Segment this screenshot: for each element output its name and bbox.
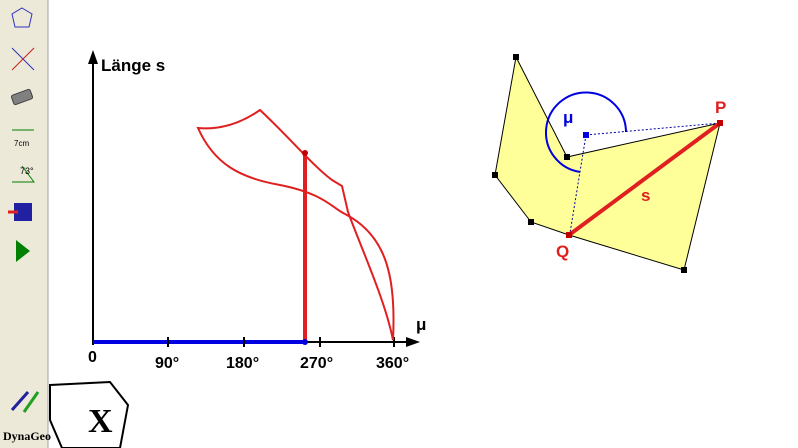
point-q[interactable] (566, 232, 572, 238)
svg-text:7cm: 7cm (14, 139, 29, 148)
y-arrow (88, 50, 98, 64)
tool-polygon[interactable] (11, 7, 33, 28)
logo-text: DynaGeo (3, 429, 51, 443)
y-axis-label: Länge s (101, 56, 165, 75)
point-label: Q (556, 242, 569, 261)
dashed-line (569, 134, 587, 234)
curve-point (302, 150, 308, 156)
tool-angle[interactable]: 73° (12, 165, 35, 183)
angle-label: μ (563, 108, 573, 127)
tool-play[interactable] (16, 240, 30, 262)
tick-label: 90° (155, 355, 179, 372)
toolbar (0, 0, 48, 448)
center-point[interactable] (583, 132, 589, 138)
tool-save[interactable] (8, 203, 32, 221)
vertex[interactable] (513, 54, 519, 60)
tick-label: 270° (300, 355, 333, 372)
tick-label: 360° (376, 355, 409, 372)
point-p[interactable] (717, 120, 723, 126)
x-axis-label: μ (416, 315, 426, 334)
tool-eraser[interactable] (10, 88, 34, 106)
vertex[interactable] (528, 219, 534, 225)
x-arrow (406, 337, 420, 347)
angle-arc (545, 91, 627, 173)
tool-measure[interactable]: 7cm (12, 129, 34, 148)
figure: μ P Q s (492, 54, 726, 273)
tick-label: 180° (226, 355, 259, 372)
segment-s (567, 121, 722, 237)
segment-label: s (641, 186, 650, 205)
svg-text:73°: 73° (20, 166, 34, 176)
logo: X DynaGeo (3, 380, 130, 448)
svg-text:X: X (88, 403, 113, 440)
vertex[interactable] (564, 154, 570, 160)
polygon (494, 55, 721, 271)
dashed-line (585, 122, 721, 136)
point-label: P (715, 98, 726, 117)
graph: Länge s μ 0 90° 180° 270° 360° (88, 50, 426, 372)
locus-curve (196, 108, 395, 341)
tool-delete[interactable] (11, 47, 35, 71)
vertex[interactable] (492, 172, 498, 178)
tick-label: 0 (88, 349, 97, 366)
vertex[interactable] (681, 267, 687, 273)
mu-point (302, 339, 308, 345)
